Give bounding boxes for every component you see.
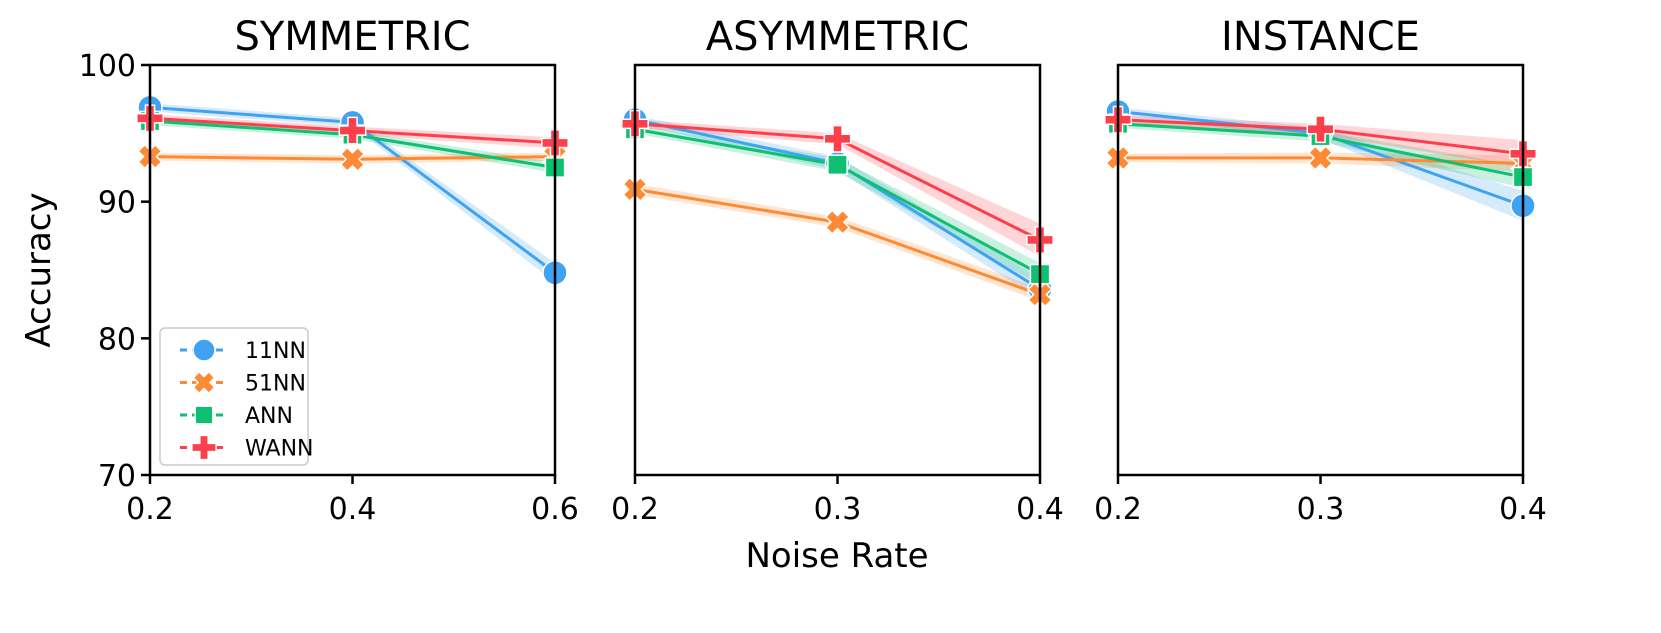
- series-group: [1104, 98, 1537, 221]
- legend-label: 51NN: [245, 372, 306, 397]
- y-tick-label: 90: [98, 186, 136, 221]
- series-group: [621, 106, 1054, 308]
- x-tick-label: 0.6: [531, 492, 579, 527]
- legend-marker-circle: [192, 338, 216, 362]
- legend-label: 11NN: [245, 339, 306, 364]
- data-point-WANN: [1306, 115, 1335, 144]
- legend-entry-51NN: 51NN: [180, 370, 306, 397]
- ci-band-ANN: [150, 116, 555, 173]
- legend-box: [159, 327, 309, 466]
- x-axis-label: Noise Rate: [745, 536, 928, 576]
- data-point-ANN: [827, 154, 848, 176]
- x-tick-label: 0.4: [329, 492, 377, 527]
- data-point-WANN: [338, 116, 367, 145]
- legend-entry-ANN: ANN: [180, 404, 293, 429]
- y-tick-label: 70: [98, 459, 136, 494]
- x-tick-label: 0.3: [814, 492, 862, 527]
- series-group: [136, 94, 569, 286]
- y-axis-label: Accuracy: [19, 192, 59, 347]
- panel-title: ASYMMETRIC: [706, 14, 969, 60]
- legend: 11NN 51NN ANN WANN: [159, 327, 314, 466]
- data-point-51NN: [824, 209, 851, 235]
- panel-title: SYMMETRIC: [234, 14, 470, 60]
- legend-marker-square: [194, 405, 214, 425]
- x-tick-label: 0.4: [1016, 492, 1064, 527]
- x-tick-label: 0.2: [611, 492, 659, 527]
- panel-asymmetric: ASYMMETRIC 0.2 0.3 0.4: [611, 14, 1064, 527]
- legend-label: WANN: [245, 437, 314, 462]
- data-point-51NN: [339, 146, 366, 173]
- panel-instance: INSTANCE 0.2 0.3 0.4: [1094, 14, 1547, 527]
- ci-band-WANN: [635, 119, 1040, 257]
- legend-marker-x: [192, 370, 216, 395]
- panel-symmetric: SYMMETRIC 0.2 0.4 0.6 70 80 90 100: [79, 14, 579, 527]
- panel-title: INSTANCE: [1221, 14, 1420, 60]
- x-tick-label: 0.4: [1499, 492, 1547, 527]
- y-tick-label: 100: [79, 49, 136, 84]
- x-tick-label: 0.2: [126, 492, 174, 527]
- y-tick-label: 80: [98, 322, 136, 357]
- legend-entry-WANN: WANN: [180, 434, 314, 462]
- x-tick-label: 0.3: [1297, 492, 1345, 527]
- legend-label: ANN: [245, 404, 293, 429]
- data-point-WANN: [823, 124, 852, 153]
- legend-marker-plus: [191, 434, 217, 461]
- x-tick-label: 0.2: [1094, 492, 1142, 527]
- legend-entry-11NN: 11NN: [180, 338, 306, 364]
